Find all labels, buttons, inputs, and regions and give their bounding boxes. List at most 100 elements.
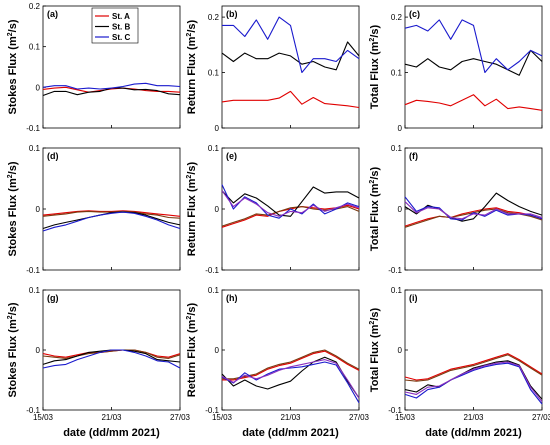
plot-frame	[221, 5, 360, 129]
y-tick-label: -0.1	[26, 266, 40, 275]
y-tick-label: 0	[215, 124, 220, 133]
y-tick-label: 0.1	[208, 286, 220, 295]
panel-label: (a)	[47, 9, 58, 19]
y-tick-label: 0	[36, 83, 41, 92]
panel-g: -0.1 0 0.1 15/03 21/03 27/03 (g) Stokes Flux (m…	[7, 286, 191, 439]
panel-c: 0 0.1 0.2 (c) Total Flux (m2/s)	[369, 5, 543, 133]
y-axis-label: Total Flux (m2/s)	[369, 307, 381, 392]
y-tick-label: -0.1	[388, 266, 402, 275]
y-tick-label: 0	[215, 346, 220, 355]
y-tick-label: 0.1	[208, 144, 220, 153]
series-line-st-c	[221, 361, 360, 404]
series-line-st-b	[404, 360, 543, 400]
series-line-st-b	[404, 192, 543, 222]
series-line-st-b	[404, 49, 543, 76]
x-tick-label: 27/03	[532, 413, 550, 422]
y-axis-label: Stokes Flux (m2/s)	[7, 302, 19, 397]
y-tick-label: 0.1	[29, 286, 41, 295]
plot-frame	[404, 289, 543, 411]
y-axis-label: Total Flux (m2/s)	[369, 166, 381, 251]
y-tick-label: 0	[398, 346, 403, 355]
series-line-st-b	[42, 211, 181, 230]
panel-label: (d)	[47, 151, 59, 161]
series-line-st-a	[404, 353, 543, 381]
panel-e: -0.1 0 0.1 (e) Return Flux (m2/s)	[186, 144, 360, 275]
series-line-st-c	[42, 82, 181, 90]
series-line-st-b	[221, 356, 360, 399]
series-line-st-a	[404, 94, 543, 111]
series-line-st-c	[42, 349, 181, 369]
series-line-st-a	[222, 350, 360, 381]
y-tick-label: 0.2	[391, 13, 403, 22]
series-line-series-5	[404, 361, 543, 402]
panel-label: (g)	[47, 293, 59, 303]
legend-entry: St. C	[112, 33, 130, 42]
series-line-series-5	[221, 190, 360, 217]
legend: St. A St. BSt. C	[91, 7, 139, 44]
legend-entry: St. A	[112, 12, 130, 21]
series-line-st-b	[221, 186, 360, 217]
series-line-series-2	[404, 354, 543, 382]
y-tick-label: -0.1	[26, 406, 40, 415]
panel-f: -0.1 0 0.1 (f) Total Flux (m2/s)	[369, 144, 543, 275]
y-tick-label: -0.1	[205, 266, 219, 275]
series-line-st-a	[404, 207, 543, 227]
panel-label: (e)	[226, 151, 237, 161]
y-tick-label: 0	[215, 205, 220, 214]
x-tick-label: 15/03	[33, 413, 54, 422]
y-tick-label: 0	[398, 124, 403, 133]
panel-d: -0.1 0 0.1 (d) Stokes Flux (m2/s)	[7, 144, 181, 275]
y-tick-label: 0.2	[208, 13, 220, 22]
panel-label: (h)	[226, 293, 238, 303]
x-tick-label: 21/03	[101, 413, 122, 422]
y-tick-label: 0	[398, 205, 403, 214]
panel-label: (f)	[409, 151, 418, 161]
y-tick-label: 0.1	[29, 43, 41, 52]
y-tick-label: 0.1	[391, 144, 403, 153]
y-axis-label: Stokes Flux (m2/s)	[7, 161, 19, 256]
x-tick-label: 21/03	[280, 413, 301, 422]
series-line-series-2	[42, 349, 181, 359]
series-line-st-a	[42, 86, 181, 93]
y-axis-label: Return Flux (m2/s)	[186, 302, 198, 397]
series-line-st-a	[221, 90, 360, 109]
y-tick-label: 0.2	[29, 2, 41, 11]
x-tick-label: 21/03	[463, 413, 484, 422]
panel-label: (b)	[226, 9, 238, 19]
y-tick-label: -0.1	[388, 406, 402, 415]
series-line-series-5	[404, 201, 543, 220]
legend-entry: St. B	[112, 23, 130, 32]
y-tick-label: -0.1	[205, 406, 219, 415]
series-line-st-c	[222, 16, 360, 74]
y-axis-label: Stokes Flux (m2/s)	[7, 19, 19, 114]
x-axis-label: date (dd/mm 2021)	[425, 427, 522, 439]
y-tick-label: 0.1	[391, 69, 403, 78]
plot-frame	[42, 147, 181, 271]
panel-label: (c)	[409, 9, 420, 19]
series-line-st-c	[404, 19, 543, 74]
y-tick-label: 0	[36, 346, 41, 355]
x-axis-label: date (dd/mm 2021)	[63, 427, 160, 439]
x-tick-label: 15/03	[395, 413, 416, 422]
y-tick-label: 0.1	[391, 286, 403, 295]
y-axis-label: Total Flux (m2/s)	[369, 24, 381, 109]
series-line-st-c	[42, 211, 181, 232]
series-line-st-a	[42, 210, 181, 217]
y-tick-label: 0	[36, 205, 41, 214]
x-tick-label: 27/03	[170, 413, 191, 422]
y-axis-label: Return Flux (m2/s)	[186, 19, 198, 114]
x-tick-label: 15/03	[212, 413, 233, 422]
y-tick-label: 0.1	[208, 69, 220, 78]
series-line-series-2	[42, 210, 181, 219]
y-tick-label: -0.1	[26, 124, 40, 133]
x-tick-label: 27/03	[349, 413, 370, 422]
series-line-st-c	[221, 184, 360, 219]
x-axis-label: date (dd/mm 2021)	[242, 427, 339, 439]
y-tick-label: 0.1	[29, 144, 41, 153]
plot-frame	[221, 289, 360, 411]
series-line-series-2	[222, 349, 360, 380]
panel-a: -0.100.10.2(a)Stokes Flux (m2/s)St. ASt.…	[7, 2, 181, 133]
y-axis-label: Return Flux (m2/s)	[186, 161, 198, 256]
series-line-st-b	[221, 41, 360, 71]
